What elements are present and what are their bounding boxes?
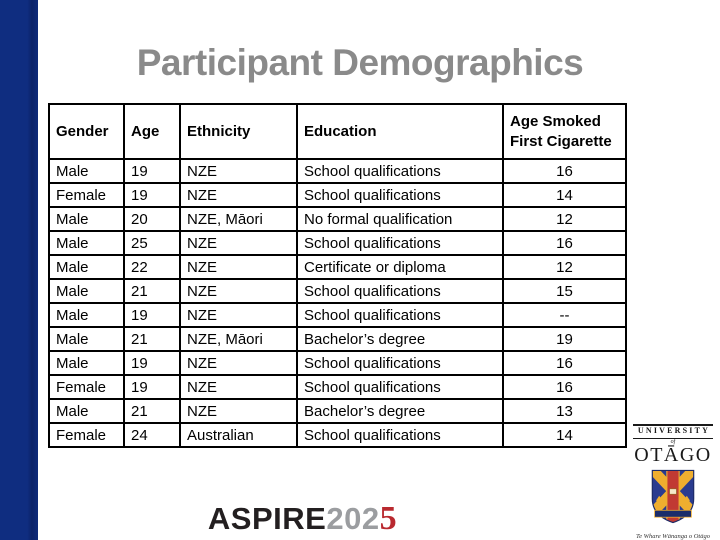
table-cell: 14	[502, 422, 627, 448]
table-cell: 19	[123, 158, 181, 184]
table-row: Male 21 NZE School qualifications 15	[48, 278, 627, 304]
table-cell: 24	[123, 422, 181, 448]
table-cell: 19	[123, 302, 181, 328]
table-row: Female 24 Australian School qualifications 1…	[48, 422, 627, 448]
table-cell: 16	[502, 158, 627, 184]
demographics-table: Gender Age Ethnicity Education Age Smoke…	[48, 103, 627, 448]
table-cell: School qualifications	[296, 230, 504, 256]
table-cell: 19	[123, 350, 181, 376]
table-cell: NZE	[179, 374, 298, 400]
table-cell: No formal qualification	[296, 206, 504, 232]
table-row: Male 21 NZE, Māori Bachelor’s degree 19	[48, 326, 627, 352]
table-cell: Male	[48, 230, 125, 256]
table-row: Male 19 NZE School qualifications 16	[48, 158, 627, 184]
otago-crest-shield-icon	[651, 469, 695, 524]
otago-university-text: UNIVERSITY	[637, 426, 711, 435]
table-cell: 20	[123, 206, 181, 232]
table-cell: Bachelor’s degree	[296, 398, 504, 424]
table-cell: 12	[502, 206, 627, 232]
table-cell: School qualifications	[296, 158, 504, 184]
table-cell: NZE, Māori	[179, 326, 298, 352]
table-cell: Australian	[179, 422, 298, 448]
slide-title: Participant Demographics	[136, 42, 584, 83]
aspire-logo-year-red: 5	[379, 500, 398, 537]
table-cell: 19	[502, 326, 627, 352]
table-cell: NZE	[179, 398, 298, 424]
table-cell: Female	[48, 422, 125, 448]
table-cell: NZE	[179, 230, 298, 256]
table-cell: 19	[123, 374, 181, 400]
table-cell: School qualifications	[296, 374, 504, 400]
table-cell: Male	[48, 158, 125, 184]
col-header-education: Education	[296, 103, 504, 160]
table-row: Female 19 NZE School qualifications 14	[48, 182, 627, 208]
otago-of-text: of	[670, 439, 676, 445]
otago-maori-name: Te Whare Wānanga o Otāgo	[636, 533, 710, 540]
col-header-age: Age	[123, 103, 181, 160]
col-header-ethnicity: Ethnicity	[179, 103, 298, 160]
table-row: Male 22 NZE Certificate or diploma 12	[48, 254, 627, 280]
table-cell: NZE	[179, 350, 298, 376]
otago-name-text: OTĀGO	[634, 444, 712, 466]
table-cell: 16	[502, 374, 627, 400]
table-cell: NZE	[179, 182, 298, 208]
aspire-logo-word: ASPIRE	[207, 501, 327, 536]
table-cell: NZE	[179, 302, 298, 328]
table-cell: School qualifications	[296, 350, 504, 376]
table-cell: 16	[502, 350, 627, 376]
table-cell: Female	[48, 374, 125, 400]
table-cell: 16	[502, 230, 627, 256]
otago-rule-bottom	[633, 438, 713, 439]
table-header-row: Gender Age Ethnicity Education Age Smoke…	[48, 103, 627, 160]
table-row: Female 19 NZE School qualifications 16	[48, 374, 627, 400]
table-cell: School qualifications	[296, 302, 504, 328]
col-header-gender: Gender	[48, 103, 125, 160]
otago-university-logo: UNIVERSITY of OTĀGO	[631, 424, 715, 540]
table-cell: Male	[48, 350, 125, 376]
table-cell: Male	[48, 254, 125, 280]
table-cell: NZE	[179, 158, 298, 184]
table-cell: 21	[123, 326, 181, 352]
table-cell: Female	[48, 182, 125, 208]
table-cell: 21	[123, 398, 181, 424]
table-row: Male 19 NZE School qualifications --	[48, 302, 627, 328]
otago-crest	[631, 468, 715, 530]
table-cell: 14	[502, 182, 627, 208]
table-row: Male 25 NZE School qualifications 16	[48, 230, 627, 256]
aspire-logo-year-gray: 202	[326, 501, 380, 536]
table-cell: Male	[48, 302, 125, 328]
col-header-age-smoked: Age Smoked First Cigarette	[502, 103, 627, 160]
table-cell: Certificate or diploma	[296, 254, 504, 280]
table-cell: NZE, Māori	[179, 206, 298, 232]
table-cell: 13	[502, 398, 627, 424]
table-row: Male 21 NZE Bachelor’s degree 13	[48, 398, 627, 424]
table-cell: Male	[48, 206, 125, 232]
table-row: Male 20 NZE, Māori No formal qualification 1…	[48, 206, 627, 232]
table-cell: 15	[502, 278, 627, 304]
table-cell: 25	[123, 230, 181, 256]
table-cell: Male	[48, 326, 125, 352]
table-cell: Bachelor’s degree	[296, 326, 504, 352]
table-cell: Male	[48, 398, 125, 424]
table-cell: --	[502, 302, 627, 328]
table-cell: NZE	[179, 254, 298, 280]
table-cell: 21	[123, 278, 181, 304]
otago-rule-top	[633, 424, 713, 426]
table-cell: NZE	[179, 278, 298, 304]
table-cell: School qualifications	[296, 422, 504, 448]
table-cell: 12	[502, 254, 627, 280]
table-cell: School qualifications	[296, 182, 504, 208]
table-cell: School qualifications	[296, 278, 504, 304]
left-accent-bar	[0, 0, 38, 540]
table-cell: Male	[48, 278, 125, 304]
table-row: Male 19 NZE School qualifications 16	[48, 350, 627, 376]
aspire-2025-logo: ASPIRE2025	[0, 500, 605, 538]
table-cell: 22	[123, 254, 181, 280]
table-cell: 19	[123, 182, 181, 208]
